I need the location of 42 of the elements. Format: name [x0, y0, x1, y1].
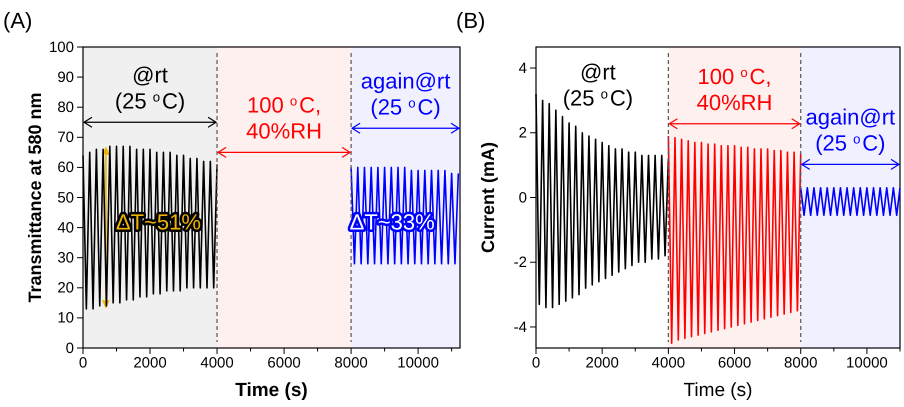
- x-tick-label: 8000: [784, 354, 818, 372]
- band-label: @rt (25 $^{o}$C): [114, 62, 186, 114]
- y-tick-label: 4: [518, 60, 527, 77]
- annotation: ΔT~51%: [116, 210, 201, 235]
- band-label: again@rt (25 $^{o}$C): [360, 68, 450, 120]
- x-axis-title: Time (s): [235, 380, 308, 401]
- y-tick-label: 0: [66, 340, 74, 357]
- y-tick-label: 10: [57, 310, 74, 327]
- y-axis-title: Transmittance at 580 nm: [25, 92, 45, 303]
- chart-title: (B): [456, 8, 486, 33]
- x-tick-label: 0: [78, 354, 88, 372]
- x-tick-label: 10000: [846, 354, 888, 372]
- x-tick-label: 2000: [133, 354, 167, 372]
- band-label: 100 $^{o}$C, 40%RH: [696, 64, 772, 115]
- y-tick-label: 80: [57, 99, 74, 116]
- y-axis-title: Current (mA): [478, 142, 498, 253]
- y-tick-label: 30: [57, 250, 74, 266]
- y-tick-label: 20: [57, 280, 74, 297]
- x-tick-label: 8000: [334, 354, 368, 372]
- x-tick-label: 2000: [585, 354, 619, 372]
- y-tick-label: -4: [514, 318, 527, 336]
- x-tick-label: 10000: [397, 354, 439, 372]
- annotation: ΔT~33%: [350, 210, 435, 235]
- x-tick-label: 0: [532, 354, 540, 372]
- x-tick-label: 6000: [267, 354, 301, 372]
- chart-title: (A): [3, 8, 32, 33]
- y-tick-label: 50: [57, 189, 74, 206]
- y-tick-label: 70: [57, 129, 74, 146]
- y-tick-label: 40: [57, 219, 74, 236]
- y-tick-label: 2: [518, 124, 527, 142]
- band-label: 100 $^{o}$C, 40%RH: [246, 92, 322, 144]
- y-tick-label: -2: [514, 254, 527, 272]
- x-tick-label: 4000: [652, 354, 686, 372]
- x-tick-label: 6000: [718, 354, 752, 372]
- x-tick-label: 4000: [200, 354, 234, 372]
- band-label: again@rt (25 $^{o}$C): [806, 104, 896, 156]
- annotation: @rt (25 $^{o}$C): [562, 59, 634, 110]
- y-tick-label: 90: [57, 68, 74, 86]
- y-tick-label: 0: [518, 189, 527, 206]
- y-tick-label: 100: [48, 38, 74, 56]
- y-tick-label: 60: [57, 159, 74, 176]
- x-axis-title: Time (s): [684, 380, 752, 401]
